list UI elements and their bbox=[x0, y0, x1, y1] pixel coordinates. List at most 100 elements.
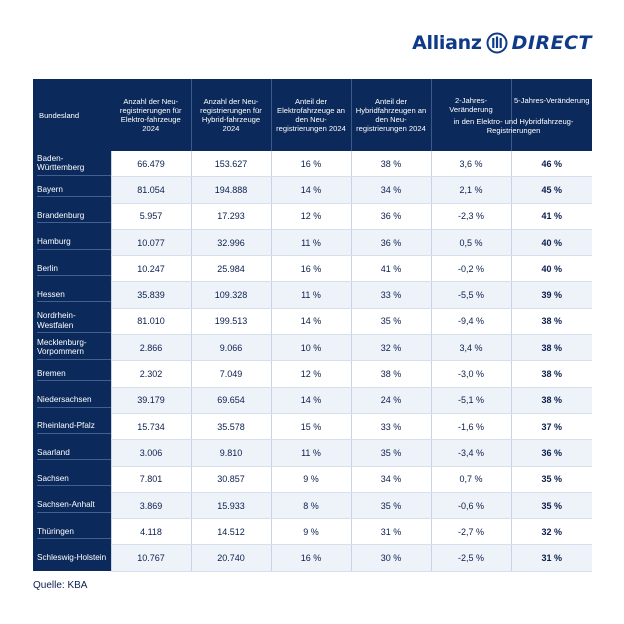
cell-ev-registrations: 3.869 bbox=[110, 492, 191, 520]
header-change-subtitle: in den Elektro- und Hybridfahrzeug-Regis… bbox=[453, 116, 574, 135]
cell-2y-change: -5,5 % bbox=[430, 281, 511, 309]
allianz-eagle-icon bbox=[486, 32, 508, 54]
cell-hybrid-share: 35 % bbox=[350, 439, 431, 467]
logo-brand-text: Allianz bbox=[412, 32, 482, 54]
cell-hybrid-share: 34 % bbox=[350, 176, 431, 204]
header-ev-registrations: Anzahl der Neu-registrierungen für Elekt… bbox=[111, 79, 191, 151]
header-hybrid-registrations: Anzahl der Neu-registrierungen für Hybri… bbox=[190, 79, 271, 151]
row-label-cell: Thüringen bbox=[33, 518, 111, 545]
cell-2y-change: -3,4 % bbox=[430, 439, 511, 467]
cell-hybrid-share: 33 % bbox=[350, 413, 431, 441]
cell-5y-change: 38 % bbox=[510, 387, 592, 414]
cell-bundesland: Sachsen bbox=[37, 472, 111, 487]
cell-ev-share: 9 % bbox=[270, 518, 351, 546]
cell-hybrid-share: 32 % bbox=[350, 334, 431, 362]
cell-bundesland: Bayern bbox=[37, 183, 111, 198]
cell-ev-share: 11 % bbox=[270, 229, 351, 257]
cell-2y-change: 0,5 % bbox=[430, 229, 511, 257]
table-row: Bayern 81.054 194.888 14 % 34 % 2,1 % 45 % bbox=[33, 176, 592, 204]
cell-5y-change: 36 % bbox=[510, 439, 592, 467]
cell-bundesland: Berlin bbox=[37, 262, 111, 277]
cell-ev-share: 16 % bbox=[270, 544, 351, 572]
cell-5y-change: 37 % bbox=[510, 413, 592, 441]
table-row: Rheinland-Pfalz 15.734 35.578 15 % 33 % -1,6 … bbox=[33, 413, 592, 441]
cell-ev-share: 11 % bbox=[270, 281, 351, 309]
row-label-cell: Sachsen-Anhalt bbox=[33, 492, 111, 519]
cell-ev-registrations: 15.734 bbox=[110, 413, 191, 441]
cell-bundesland: Mecklenburg-Vorpommern bbox=[37, 336, 111, 360]
cell-ev-share: 12 % bbox=[270, 203, 351, 230]
cell-2y-change: 0,7 % bbox=[430, 466, 511, 493]
cell-5y-change: 38 % bbox=[510, 334, 592, 362]
cell-hybrid-registrations: 9.810 bbox=[190, 439, 271, 467]
cell-bundesland: Hamburg bbox=[37, 235, 111, 250]
cell-hybrid-registrations: 7.049 bbox=[190, 360, 271, 388]
cell-2y-change: -2,7 % bbox=[430, 518, 511, 546]
cell-hybrid-registrations: 15.933 bbox=[190, 492, 271, 520]
cell-bundesland: Rheinland-Pfalz bbox=[37, 419, 111, 434]
table-row: Saarland 3.006 9.810 11 % 35 % -3,4 % 36 % bbox=[33, 439, 592, 467]
cell-2y-change: -0,2 % bbox=[430, 255, 511, 283]
table-row: Schleswig-Holstein 10.767 20.740 16 % 30 % -2… bbox=[33, 544, 592, 572]
cell-hybrid-registrations: 194.888 bbox=[190, 176, 271, 204]
table-row: Thüringen 4.118 14.512 9 % 31 % -2,7 % 32 % bbox=[33, 518, 592, 546]
cell-hybrid-share: 36 % bbox=[350, 229, 431, 257]
cell-5y-change: 35 % bbox=[510, 466, 592, 493]
cell-ev-share: 16 % bbox=[270, 151, 351, 178]
cell-5y-change: 40 % bbox=[510, 255, 592, 283]
cell-2y-change: 3,4 % bbox=[430, 334, 511, 362]
table-row: Berlin 10.247 25.984 16 % 41 % -0,2 % 40 % bbox=[33, 255, 592, 283]
cell-hybrid-registrations: 153.627 bbox=[190, 151, 271, 178]
cell-ev-share: 9 % bbox=[270, 466, 351, 493]
row-label-cell: Nordrhein-Westfalen bbox=[33, 308, 111, 335]
header-2y-change: 2-Jahres-Veränderung bbox=[430, 79, 511, 151]
cell-hybrid-share: 33 % bbox=[350, 281, 431, 309]
row-label-cell: Schleswig-Holstein bbox=[33, 544, 111, 572]
cell-5y-change: 38 % bbox=[510, 360, 592, 388]
source-note: Quelle: KBA bbox=[33, 580, 88, 591]
cell-5y-change: 46 % bbox=[510, 151, 592, 178]
row-label-cell: Bayern bbox=[33, 176, 111, 204]
cell-2y-change: 2,1 % bbox=[430, 176, 511, 204]
table-row: Hessen 35.839 109.328 11 % 33 % -5,5 % 39 % bbox=[33, 281, 592, 309]
cell-ev-registrations: 10.247 bbox=[110, 255, 191, 283]
ev-registration-table: Bundesland Anzahl der Neu-registrierunge… bbox=[33, 79, 592, 572]
cell-2y-change: -0,6 % bbox=[430, 492, 511, 520]
row-label-cell: Rheinland-Pfalz bbox=[33, 413, 111, 440]
cell-hybrid-registrations: 17.293 bbox=[190, 203, 271, 230]
cell-hybrid-share: 30 % bbox=[350, 544, 431, 572]
cell-2y-change: -5,1 % bbox=[430, 387, 511, 414]
cell-ev-registrations: 4.118 bbox=[110, 518, 191, 546]
cell-hybrid-registrations: 30.857 bbox=[190, 466, 271, 493]
cell-5y-change: 41 % bbox=[510, 203, 592, 230]
cell-ev-registrations: 10.077 bbox=[110, 229, 191, 257]
cell-hybrid-registrations: 32.996 bbox=[190, 229, 271, 257]
cell-ev-share: 14 % bbox=[270, 308, 351, 336]
cell-hybrid-registrations: 199.513 bbox=[190, 308, 271, 336]
cell-hybrid-share: 36 % bbox=[350, 203, 431, 230]
cell-5y-change: 40 % bbox=[510, 229, 592, 257]
cell-hybrid-registrations: 14.512 bbox=[190, 518, 271, 546]
table-row: Brandenburg 5.957 17.293 12 % 36 % -2,3 % 41 % bbox=[33, 203, 592, 230]
cell-2y-change: 3,6 % bbox=[430, 151, 511, 178]
cell-ev-share: 15 % bbox=[270, 413, 351, 441]
cell-ev-registrations: 10.767 bbox=[110, 544, 191, 572]
cell-5y-change: 39 % bbox=[510, 281, 592, 309]
row-label-cell: Niedersachsen bbox=[33, 387, 111, 414]
cell-hybrid-registrations: 20.740 bbox=[190, 544, 271, 572]
table-header-row: Bundesland Anzahl der Neu-registrierunge… bbox=[33, 79, 592, 151]
cell-ev-registrations: 81.054 bbox=[110, 176, 191, 204]
header-5y-change-label: 5-Jahres-Veränderung bbox=[513, 95, 590, 105]
table-row: Mecklenburg-Vorpommern 2.866 9.066 10 % 32 %… bbox=[33, 334, 592, 362]
cell-hybrid-share: 24 % bbox=[350, 387, 431, 414]
table-row: Nordrhein-Westfalen 81.010 199.513 14 % 35 %… bbox=[33, 308, 592, 336]
header-hybrid-share: Anteil der Hybridfahrzeugen an den Neu-r… bbox=[350, 79, 431, 151]
row-label-cell: Mecklenburg-Vorpommern bbox=[33, 334, 111, 361]
cell-ev-registrations: 35.839 bbox=[110, 281, 191, 309]
cell-bundesland: Sachsen-Anhalt bbox=[37, 498, 111, 513]
cell-ev-registrations: 66.479 bbox=[110, 151, 191, 178]
row-label-cell: Bremen bbox=[33, 360, 111, 388]
row-label-cell: Sachsen bbox=[33, 466, 111, 493]
cell-5y-change: 31 % bbox=[510, 544, 592, 572]
cell-bundesland: Baden-Württemberg bbox=[37, 152, 111, 176]
